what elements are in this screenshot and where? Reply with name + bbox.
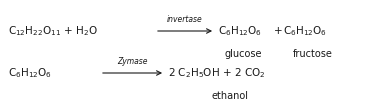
Text: C$_{6}$H$_{12}$O$_{6}$: C$_{6}$H$_{12}$O$_{6}$: [283, 24, 327, 38]
Text: 2 C$_{2}$H$_{5}$OH + 2 CO$_{2}$: 2 C$_{2}$H$_{5}$OH + 2 CO$_{2}$: [168, 66, 265, 80]
Text: fructose: fructose: [293, 49, 333, 59]
Text: invertase: invertase: [167, 15, 203, 24]
Text: ethanol: ethanol: [212, 91, 248, 101]
Text: Zymase: Zymase: [117, 57, 147, 66]
Text: +: +: [274, 26, 283, 36]
Text: glucose: glucose: [224, 49, 262, 59]
Text: C$_{12}$H$_{22}$O$_{11}$ + H$_{2}$O: C$_{12}$H$_{22}$O$_{11}$ + H$_{2}$O: [8, 24, 98, 38]
Text: C$_{6}$H$_{12}$O$_{6}$: C$_{6}$H$_{12}$O$_{6}$: [218, 24, 262, 38]
Text: C$_{6}$H$_{12}$O$_{6}$: C$_{6}$H$_{12}$O$_{6}$: [8, 66, 52, 80]
